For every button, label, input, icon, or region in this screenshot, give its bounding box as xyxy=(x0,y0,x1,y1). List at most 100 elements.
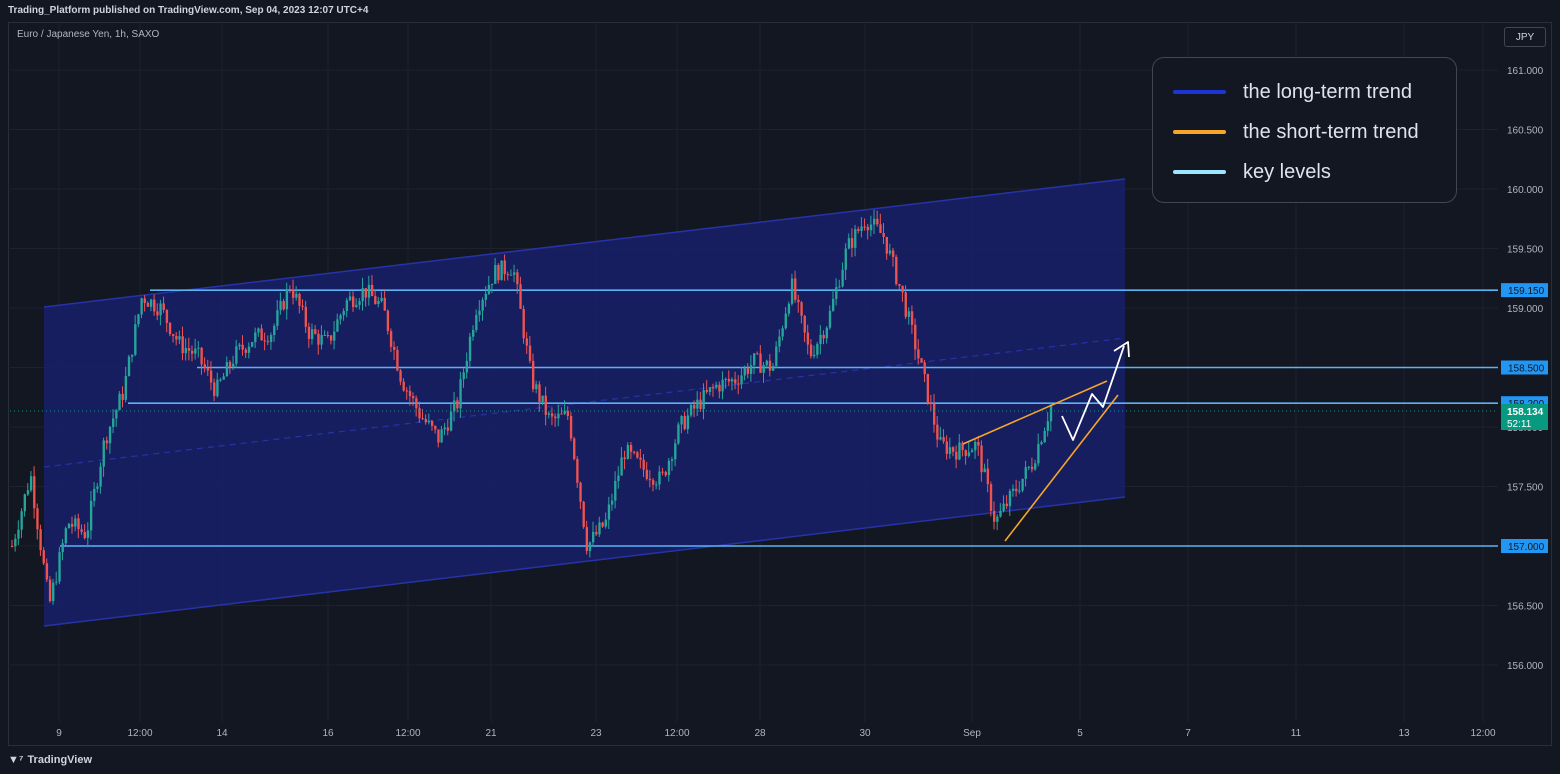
candle xyxy=(929,394,933,411)
candle xyxy=(415,395,418,417)
candle-body xyxy=(1049,405,1053,422)
candle xyxy=(134,315,137,357)
candle xyxy=(213,378,216,402)
candle-body xyxy=(891,250,895,257)
candle xyxy=(1037,433,1040,467)
candle-body xyxy=(667,460,671,476)
candle-body xyxy=(386,310,390,332)
candle-body xyxy=(462,372,465,380)
key-level-value: 159.150 xyxy=(1508,286,1545,297)
candle-body xyxy=(427,420,431,423)
candle xyxy=(721,371,724,400)
candle-body xyxy=(860,226,863,231)
candle-body xyxy=(342,311,345,316)
candle xyxy=(891,247,895,267)
short-term-trend[interactable] xyxy=(962,380,1119,542)
candle-body xyxy=(607,504,611,520)
candle xyxy=(794,270,797,303)
candle xyxy=(263,332,266,351)
candle xyxy=(711,383,715,397)
candle-body xyxy=(500,260,503,281)
candle xyxy=(367,275,371,306)
candle xyxy=(58,547,61,585)
candle-body xyxy=(677,424,680,444)
candle xyxy=(295,286,298,301)
candle xyxy=(746,363,750,379)
candle xyxy=(232,355,235,371)
candle xyxy=(172,333,175,343)
projection-arrow[interactable] xyxy=(1061,345,1125,441)
candle xyxy=(203,357,206,373)
candle-body xyxy=(232,363,235,367)
candle-body xyxy=(23,494,26,512)
candle xyxy=(904,285,907,320)
candle xyxy=(310,323,314,345)
candle-body xyxy=(203,364,206,369)
candle xyxy=(693,400,696,418)
candle-body xyxy=(945,441,948,454)
candle-body xyxy=(1011,488,1015,492)
candle-body xyxy=(172,334,175,337)
candle-body xyxy=(907,311,911,317)
candle-body xyxy=(162,303,165,310)
candle-body xyxy=(472,329,475,337)
candle-body xyxy=(99,466,102,487)
candle-body xyxy=(629,445,633,452)
candle xyxy=(677,422,680,445)
candle-body xyxy=(443,427,446,430)
candle xyxy=(70,516,74,534)
candle-body xyxy=(266,341,270,343)
candle xyxy=(1005,495,1008,509)
candle xyxy=(235,339,238,368)
candle xyxy=(187,337,191,361)
candle xyxy=(254,327,257,349)
candle-body xyxy=(541,395,544,402)
candle-body xyxy=(282,301,285,310)
candle-body xyxy=(831,298,835,311)
candle-body xyxy=(809,344,813,357)
candle xyxy=(882,223,885,245)
currency-button[interactable]: JPY xyxy=(1504,27,1546,47)
candle xyxy=(33,466,36,519)
x-tick-label: 12:00 xyxy=(395,728,420,739)
candle xyxy=(190,345,194,362)
candle-body xyxy=(285,289,289,310)
candle-body xyxy=(29,476,33,491)
candle-body xyxy=(617,475,620,481)
long-term-channel-upper[interactable] xyxy=(43,178,1126,308)
short-trend-lower[interactable] xyxy=(1004,394,1119,542)
candle xyxy=(1040,440,1043,446)
x-tick-label: 9 xyxy=(56,728,62,739)
candle-body xyxy=(465,360,469,373)
candle-body xyxy=(863,226,866,228)
projection-path[interactable] xyxy=(1061,341,1130,441)
candle xyxy=(449,403,453,432)
candle xyxy=(689,403,693,418)
long-term-channel-lower[interactable] xyxy=(43,496,1126,627)
candle xyxy=(936,416,939,448)
time-axis[interactable]: 9 12:00 14 16 12:00 21 23 12:00 28 30 Sep 5 7 11 13 12:… xyxy=(56,728,1496,739)
candle xyxy=(528,336,532,364)
candle-body xyxy=(771,365,775,371)
short-trend-upper[interactable] xyxy=(962,380,1108,445)
candle-body xyxy=(254,332,257,343)
candle xyxy=(917,339,920,365)
candle xyxy=(500,260,503,281)
candle xyxy=(740,366,743,389)
candle-body xyxy=(393,346,396,350)
candle-body xyxy=(885,236,889,254)
candle-body xyxy=(585,527,589,551)
candle-body xyxy=(146,303,150,307)
candle xyxy=(181,326,184,361)
candle-body xyxy=(178,336,181,340)
candle xyxy=(604,512,607,529)
candle-body xyxy=(926,373,930,404)
candle xyxy=(806,324,810,355)
candle-body xyxy=(478,310,481,316)
candle-body xyxy=(494,265,497,284)
candle-body xyxy=(317,333,320,345)
candle-body xyxy=(506,274,510,276)
footer-brand[interactable]: ▼⁷ TradingView xyxy=(8,750,92,770)
candle xyxy=(118,391,121,411)
